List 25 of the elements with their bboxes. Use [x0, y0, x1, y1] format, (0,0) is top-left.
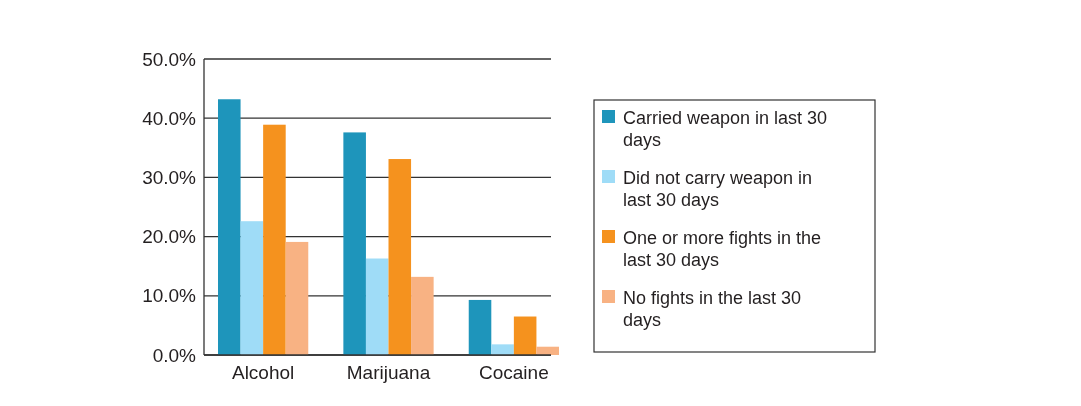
y-tick-label: 10.0% [142, 285, 197, 307]
x-tick-label: Marijuana [346, 362, 431, 383]
y-tick-label: 50.0% [142, 48, 197, 70]
y-tick-label: 20.0% [142, 226, 197, 248]
bar [468, 299, 492, 355]
y-tick-label: 30.0% [142, 167, 197, 189]
bar [536, 346, 559, 355]
bar [388, 159, 412, 355]
legend-label: No fights in the last 30 days [623, 288, 802, 331]
bar [285, 241, 309, 355]
bar [411, 276, 434, 355]
x-tick-label: Cocaine [479, 362, 549, 383]
legend-label: One or more fights in the last 30 days [623, 228, 822, 271]
bar [343, 132, 366, 355]
y-tick-label: 0.0% [152, 344, 197, 366]
y-tick-label: 40.0% [142, 107, 197, 129]
bar [263, 124, 286, 355]
bar [240, 221, 264, 355]
bar [218, 99, 241, 355]
legend-label: Did not carry weapon in last 30 days [623, 168, 813, 211]
x-tick-label: Alcohol [231, 362, 295, 383]
bar [513, 316, 537, 355]
bar [491, 344, 514, 355]
bar [365, 258, 389, 355]
legend-label: Carried weapon in last 30 days [623, 108, 828, 151]
